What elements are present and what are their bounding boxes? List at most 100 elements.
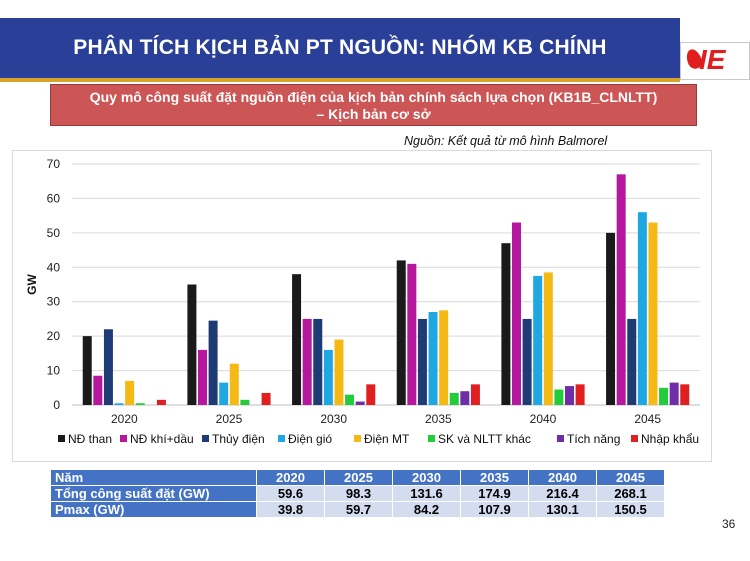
legend-swatch	[631, 435, 638, 442]
bar	[313, 318, 323, 405]
source-note: Nguồn: Kết quả từ mô hình Balmorel	[404, 134, 608, 148]
legend-swatch	[202, 435, 209, 442]
bar	[229, 363, 239, 405]
table-year: 2030	[392, 469, 461, 486]
table-cell: 130.1	[528, 501, 597, 518]
table-cell: 216.4	[528, 485, 597, 502]
bar	[428, 312, 438, 405]
bar	[648, 222, 658, 405]
bar	[627, 318, 637, 405]
y-tick-label: 20	[47, 329, 61, 343]
bar	[449, 392, 459, 405]
y-tick-label: 50	[47, 226, 61, 240]
legend-label: Tích năng	[567, 432, 620, 446]
table-cell: 59.7	[324, 501, 393, 518]
table-row: Tổng công suất đặt (GW) 59.6 98.3 131.6 …	[50, 485, 665, 502]
subtitle-line-1: Quy mô công suất đặt nguồn điện của kịch…	[89, 89, 658, 105]
y-tick-label: 70	[47, 157, 61, 171]
legend-swatch	[58, 435, 65, 442]
y-tick-label: 0	[53, 398, 60, 412]
legend-swatch	[557, 435, 564, 442]
bar	[565, 386, 574, 405]
legend-label: Nhập khẩu	[641, 432, 699, 446]
bar	[669, 382, 679, 405]
bar	[366, 384, 376, 405]
table-year: 2035	[460, 469, 529, 486]
bar	[522, 318, 532, 405]
bar	[396, 260, 406, 405]
bar	[292, 274, 302, 405]
table-year: 2045	[596, 469, 665, 486]
bar	[606, 232, 616, 405]
bar	[543, 272, 553, 405]
bar	[659, 387, 669, 405]
bar	[554, 389, 564, 405]
x-tick-label: 2030	[320, 412, 347, 426]
table-cell: 39.8	[256, 501, 325, 518]
bar	[125, 380, 135, 405]
table-cell: 84.2	[392, 501, 461, 518]
bar	[355, 401, 365, 405]
capacity-summary-table: Năm 2020 2025 2030 2035 2040 2045 Tổng c…	[50, 469, 665, 518]
bar	[103, 329, 113, 405]
ie-logo: IE	[680, 42, 750, 80]
table-cell: 150.5	[596, 501, 665, 518]
bar	[616, 174, 626, 405]
bar	[345, 394, 355, 405]
table-cell: 59.6	[256, 485, 325, 502]
x-tick-label: 2035	[425, 412, 452, 426]
logo-text: IE	[699, 44, 726, 75]
chart-subtitle-box: Quy mô công suất đặt nguồn điện của kịch…	[50, 84, 697, 126]
bar	[637, 212, 647, 405]
legend-label: Điện gió	[288, 432, 332, 446]
table-cell: 131.6	[392, 485, 461, 502]
bar	[680, 384, 690, 405]
subtitle-line-2: – Kịch bản cơ sở	[316, 106, 431, 122]
legend-swatch	[278, 435, 285, 442]
x-tick-label: 2040	[530, 412, 557, 426]
bar	[187, 284, 197, 405]
table-row: Pmax (GW) 39.8 59.7 84.2 107.9 130.1 150…	[50, 501, 665, 518]
bar	[135, 403, 145, 405]
bar	[208, 320, 218, 405]
bar	[261, 392, 271, 405]
row-label-total-capacity: Tổng công suất đặt (GW)	[50, 485, 257, 502]
bar	[575, 384, 585, 405]
y-tick-label: 40	[47, 260, 61, 274]
table-cell: 98.3	[324, 485, 393, 502]
legend-label: NĐ khí+dầu	[130, 432, 194, 446]
bar	[156, 399, 166, 405]
bar	[240, 399, 250, 405]
legend-swatch	[120, 435, 127, 442]
x-tick-label: 2025	[216, 412, 243, 426]
slide-title-bar: PHÂN TÍCH KỊCH BẢN PT NGUỒN: NHÓM KB CHÍ…	[0, 18, 680, 82]
bar	[533, 275, 543, 405]
table-cell: 107.9	[460, 501, 529, 518]
table-header-row: Năm 2020 2025 2030 2035 2040 2045	[50, 469, 665, 486]
table-header-label: Năm	[50, 469, 257, 486]
bar	[470, 384, 480, 405]
bar	[501, 243, 511, 405]
bar	[439, 310, 449, 405]
bar	[93, 375, 103, 405]
legend-label: SK và NLTT khác	[438, 432, 531, 446]
legend-swatch	[354, 435, 361, 442]
y-tick-label: 30	[47, 295, 61, 309]
legend-label: NĐ than	[68, 432, 112, 446]
y-tick-label: 60	[47, 191, 61, 205]
y-tick-label: 10	[47, 364, 61, 378]
chart-frame	[12, 150, 712, 462]
legend-label: Thủy điện	[212, 432, 265, 446]
bar	[198, 349, 207, 405]
bar	[323, 349, 333, 405]
table-cell: 174.9	[460, 485, 529, 502]
legend-swatch	[428, 435, 435, 442]
bar	[219, 382, 229, 405]
legend-label: Điện MT	[364, 432, 410, 446]
table-year: 2040	[528, 469, 597, 486]
row-label-pmax: Pmax (GW)	[50, 501, 257, 518]
bar	[512, 222, 521, 405]
x-tick-label: 2020	[111, 412, 138, 426]
bar	[460, 391, 470, 405]
